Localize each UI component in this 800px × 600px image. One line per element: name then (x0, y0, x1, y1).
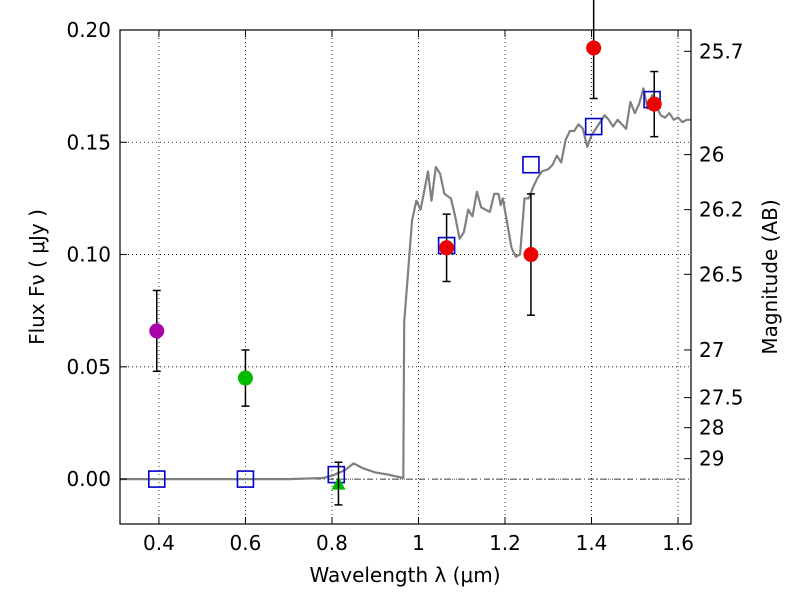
observed-photometry-point (149, 323, 165, 339)
y2-tick-label: 26.5 (699, 262, 744, 286)
y2-tick-label: 28 (699, 416, 724, 440)
x-axis-label: Wavelength λ (μm) (309, 563, 500, 587)
x-tick-label: 0.6 (230, 531, 262, 555)
x-tick-label: 0.8 (316, 531, 348, 555)
error-bars (149, 0, 662, 506)
y2-tick-label: 26.2 (699, 198, 744, 222)
observed-photometry-point (523, 247, 539, 263)
model-photometry-square (584, 117, 603, 136)
x-tick-label: 1.6 (662, 531, 694, 555)
observed-photometry-point (237, 370, 253, 386)
y-axis-label: Flux Fν ( μJy ) (25, 209, 49, 345)
model-photometry-square (522, 155, 540, 174)
y2-axis-label: Magnitude (AB) (758, 199, 782, 354)
y2-tick-label: 25.7 (699, 39, 744, 63)
x-tick-label: 1 (412, 531, 425, 555)
observed-photometry-point (646, 96, 662, 112)
observed-photometry-point (586, 40, 602, 56)
x-tick-label: 1.4 (576, 531, 608, 555)
x-tick-label: 0.4 (143, 531, 175, 555)
sed-model-line (120, 87, 691, 481)
plot-background (120, 30, 691, 524)
y-tick-label: 0.15 (66, 130, 111, 154)
y2-tick-label: 29 (699, 447, 724, 471)
axis-ticks: 0.4 0.6 0.8 1 1.2 1.4 1.6 0.00 0.05 0.10 0.15 0.20 2… (66, 18, 743, 555)
observed-photometry-point (439, 240, 455, 256)
plot-frame (119, 29, 692, 525)
x-tick-label: 1.2 (489, 531, 521, 555)
y-tick-label: 0.00 (66, 467, 111, 491)
y2-tick-label: 26 (699, 143, 724, 167)
plot-data (120, 87, 691, 490)
y-tick-label: 0.20 (66, 18, 111, 42)
y2-tick-label: 27 (699, 338, 724, 362)
y-tick-label: 0.10 (66, 243, 111, 267)
y-tick-label: 0.05 (66, 355, 111, 379)
model-photometry-square (236, 470, 255, 488)
model-photometry-square (147, 470, 166, 488)
y2-tick-label: 27.5 (699, 386, 744, 410)
